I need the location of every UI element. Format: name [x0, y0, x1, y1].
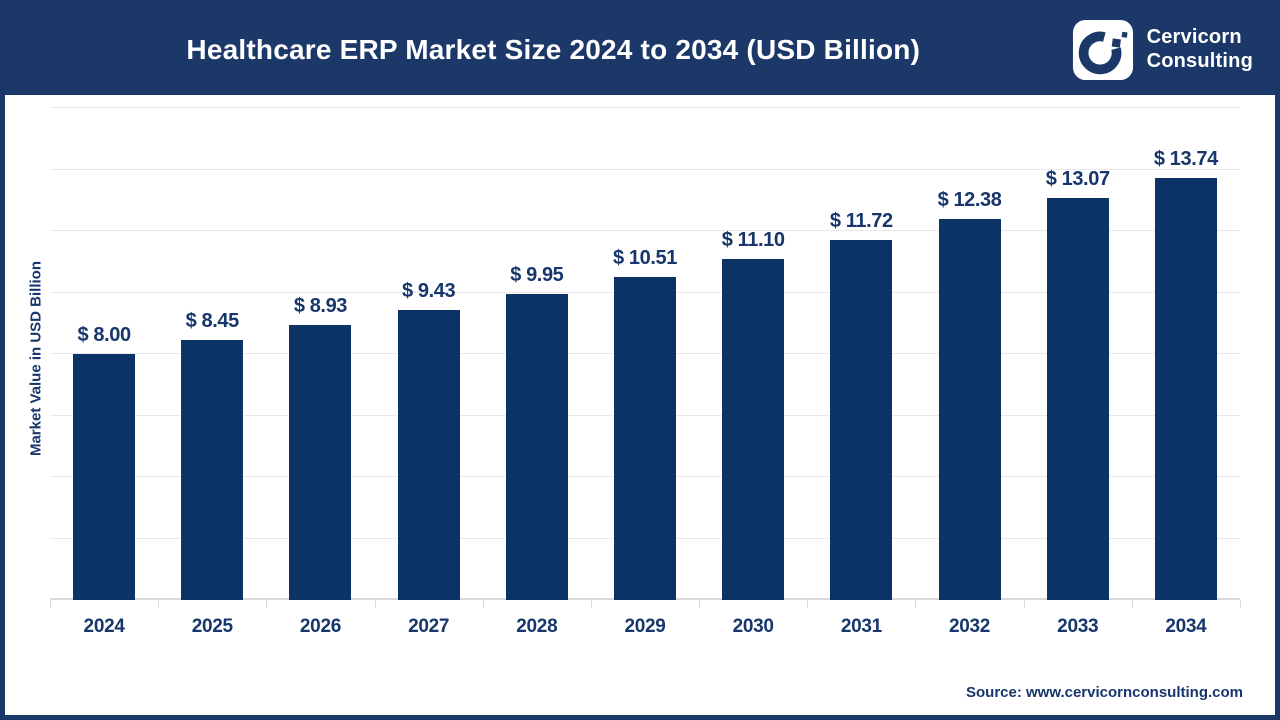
- x-axis-label: 2024: [83, 616, 125, 637]
- bar-value-label: $ 13.74: [1153, 147, 1218, 170]
- x-axis-label: 2033: [1057, 616, 1099, 637]
- bar-group: $ 13.74: [1132, 108, 1240, 600]
- x-axis-label: 2025: [191, 616, 233, 637]
- x-axis-label: 2034: [1165, 616, 1207, 637]
- brand-logo: Cervicorn Consulting: [1072, 19, 1253, 81]
- brand-name: Cervicorn Consulting: [1147, 26, 1253, 73]
- bar: [613, 276, 676, 600]
- bar-value-label: $ 8.45: [185, 310, 240, 333]
- gridline: [50, 107, 1240, 108]
- bar-group: $ 12.38: [915, 108, 1023, 600]
- gridline: [50, 230, 1240, 231]
- x-axis-label: 2027: [408, 616, 450, 637]
- bar: [1154, 177, 1217, 600]
- x-axis-label: 2031: [840, 616, 882, 637]
- x-axis-label: 2032: [949, 616, 991, 637]
- bar-group: $ 11.10: [699, 108, 807, 600]
- bar-group: $ 10.51: [591, 108, 699, 600]
- bar-value-label: $ 12.38: [937, 189, 1002, 212]
- header-bar: Healthcare ERP Market Size 2024 to 2034 …: [5, 5, 1275, 95]
- plot-area: $ 8.00 $ 8.45 $ 8.93 $ 9.43 $ 9.95 $ 10.51 $ 1…: [50, 107, 1240, 600]
- bar-value-label: $ 8.00: [77, 324, 131, 346]
- bar-value-label: $ 11.10: [721, 228, 785, 251]
- x-axis-tick: [1023, 600, 1025, 608]
- bar-value-label: $ 9.95: [510, 264, 564, 287]
- chart-area: Market Value in USD Billion $ 8.00 $ 8.45…: [5, 95, 1275, 715]
- y-axis-title: Market Value in USD Billion: [27, 260, 45, 457]
- x-axis-label: 2029: [624, 616, 666, 637]
- x-axis-tick: [374, 600, 376, 608]
- bar-group: $ 8.00: [50, 108, 158, 600]
- source-text: Source: www.cervicornconsulting.com: [965, 684, 1243, 701]
- x-axis-tick: [50, 600, 51, 608]
- bar-value-label: $ 8.93: [293, 295, 348, 318]
- x-axis-tick: [1131, 600, 1133, 608]
- bar-group: $ 13.07: [1024, 108, 1132, 600]
- bar: [73, 354, 136, 600]
- cervicorn-logo-icon: [1072, 19, 1134, 81]
- bar: [289, 325, 352, 600]
- x-axis-tick: [266, 600, 268, 608]
- bar: [722, 258, 785, 600]
- bar-group: $ 8.45: [158, 108, 266, 600]
- bar: [181, 340, 244, 600]
- x-axis-tick: [1240, 600, 1241, 608]
- x-axis-tick: [915, 600, 917, 608]
- x-axis-tick: [482, 600, 484, 608]
- brand-name-line1: Cervicorn: [1146, 26, 1242, 49]
- bar-group: $ 9.95: [483, 108, 591, 600]
- gridline: [50, 168, 1240, 170]
- x-axis-label: 2028: [516, 616, 558, 637]
- bar-group: $ 11.72: [807, 108, 915, 600]
- bar: [505, 294, 568, 600]
- bar-value-label: $ 11.72: [829, 209, 893, 232]
- bar-value-label: $ 9.43: [402, 280, 456, 303]
- bar-group: $ 9.43: [375, 108, 483, 600]
- bar: [397, 310, 460, 600]
- x-axis-tick: [158, 600, 160, 608]
- x-axis-tick: [590, 600, 592, 608]
- bar: [938, 219, 1001, 600]
- bar-value-label: $ 13.07: [1045, 168, 1110, 191]
- chart-title: Healthcare ERP Market Size 2024 to 2034 …: [186, 34, 921, 65]
- bar-group: $ 8.93: [266, 108, 374, 600]
- bar: [1046, 198, 1109, 600]
- x-axis-tick: [699, 600, 701, 608]
- x-axis-label: 2030: [732, 616, 774, 637]
- x-axis: 2024 2025 2026 2027 2028 2029 2030 2031 2032 2033…: [50, 600, 1241, 644]
- brand-name-line2: Consulting: [1146, 50, 1253, 72]
- bar-value-label: $ 10.51: [613, 246, 677, 269]
- x-axis-label: 2026: [299, 616, 341, 637]
- x-axis-tick: [807, 600, 809, 608]
- bar: [830, 239, 893, 600]
